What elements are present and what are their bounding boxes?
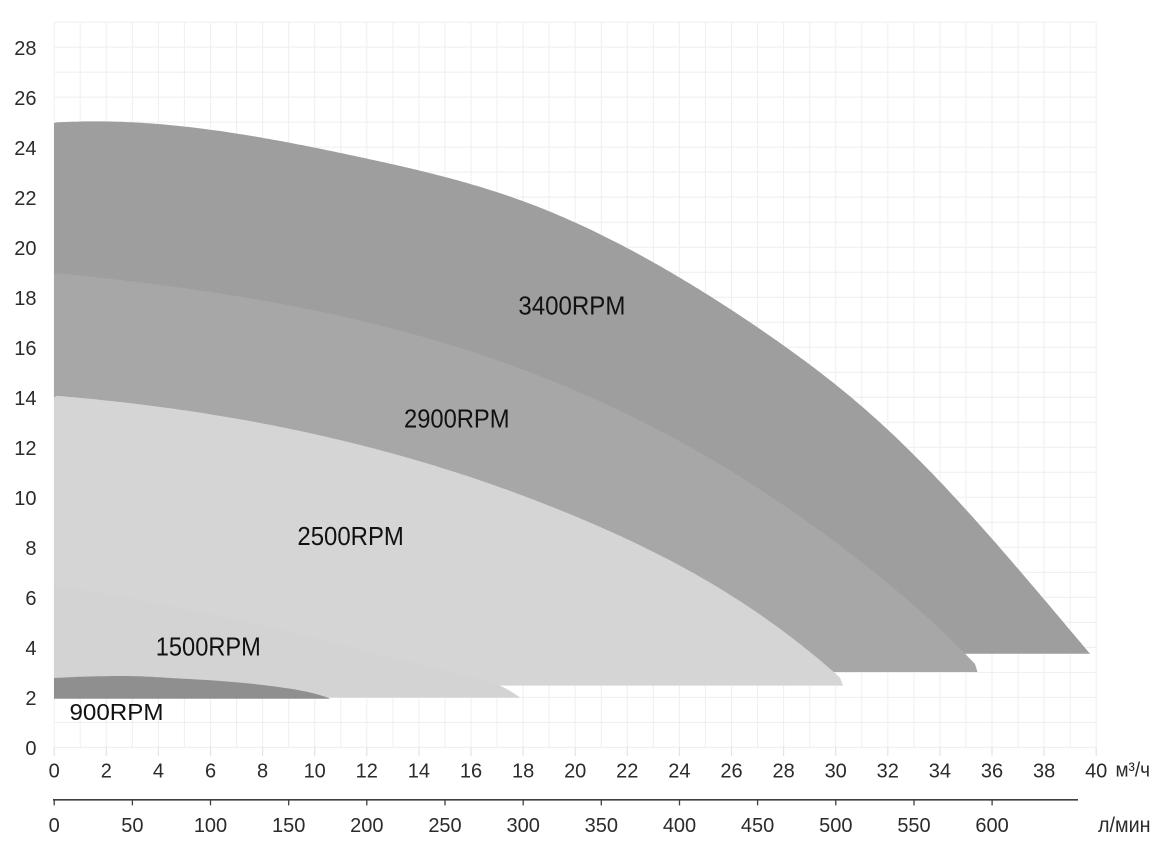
svg-text:22: 22 bbox=[616, 761, 638, 783]
svg-text:400: 400 bbox=[663, 815, 696, 837]
svg-text:32: 32 bbox=[877, 761, 899, 783]
svg-text:м³/ч: м³/ч bbox=[1116, 760, 1151, 782]
svg-text:2: 2 bbox=[25, 688, 36, 710]
svg-text:12: 12 bbox=[14, 438, 36, 460]
svg-text:3400RPM: 3400RPM bbox=[518, 290, 625, 320]
svg-text:10: 10 bbox=[304, 761, 326, 783]
svg-text:18: 18 bbox=[512, 761, 534, 783]
svg-text:0: 0 bbox=[49, 761, 60, 783]
svg-text:38: 38 bbox=[1033, 761, 1055, 783]
svg-text:20: 20 bbox=[14, 238, 36, 260]
svg-text:0: 0 bbox=[49, 815, 60, 837]
svg-text:6: 6 bbox=[25, 588, 36, 610]
svg-text:200: 200 bbox=[350, 815, 383, 837]
svg-text:2500RPM: 2500RPM bbox=[297, 521, 404, 551]
svg-text:36: 36 bbox=[981, 761, 1003, 783]
svg-text:8: 8 bbox=[257, 761, 268, 783]
svg-text:20: 20 bbox=[564, 761, 586, 783]
svg-text:л/мин: л/мин bbox=[1098, 814, 1151, 837]
svg-text:50: 50 bbox=[121, 815, 143, 837]
svg-text:900RPM: 900RPM bbox=[70, 699, 164, 725]
svg-text:22: 22 bbox=[14, 188, 36, 210]
svg-text:24: 24 bbox=[14, 138, 36, 160]
svg-text:250: 250 bbox=[428, 815, 461, 837]
svg-text:12: 12 bbox=[356, 761, 378, 783]
svg-text:40: 40 bbox=[1085, 761, 1107, 783]
svg-text:34: 34 bbox=[929, 761, 951, 783]
svg-text:28: 28 bbox=[14, 38, 36, 60]
svg-text:2: 2 bbox=[101, 761, 112, 783]
svg-text:16: 16 bbox=[14, 338, 36, 360]
svg-text:0: 0 bbox=[25, 738, 36, 760]
svg-text:100: 100 bbox=[194, 815, 227, 837]
svg-text:450: 450 bbox=[741, 815, 774, 837]
svg-text:2900RPM: 2900RPM bbox=[404, 404, 510, 434]
svg-text:600: 600 bbox=[975, 815, 1008, 837]
svg-text:6: 6 bbox=[205, 761, 216, 783]
svg-text:26: 26 bbox=[14, 88, 36, 110]
svg-text:18: 18 bbox=[14, 288, 36, 310]
svg-text:8: 8 bbox=[25, 538, 36, 560]
svg-text:26: 26 bbox=[720, 761, 742, 783]
svg-text:4: 4 bbox=[25, 638, 36, 660]
svg-text:10: 10 bbox=[14, 488, 36, 510]
svg-text:14: 14 bbox=[14, 388, 36, 410]
svg-text:500: 500 bbox=[819, 815, 852, 837]
svg-text:4: 4 bbox=[153, 761, 164, 783]
svg-text:550: 550 bbox=[897, 815, 930, 837]
svg-text:350: 350 bbox=[585, 815, 618, 837]
svg-text:150: 150 bbox=[272, 815, 305, 837]
svg-text:16: 16 bbox=[460, 761, 482, 783]
svg-text:1500RPM: 1500RPM bbox=[156, 631, 261, 661]
svg-text:30: 30 bbox=[825, 761, 847, 783]
svg-text:14: 14 bbox=[408, 761, 430, 783]
svg-text:300: 300 bbox=[507, 815, 540, 837]
svg-text:24: 24 bbox=[668, 761, 690, 783]
svg-text:28: 28 bbox=[772, 761, 794, 783]
